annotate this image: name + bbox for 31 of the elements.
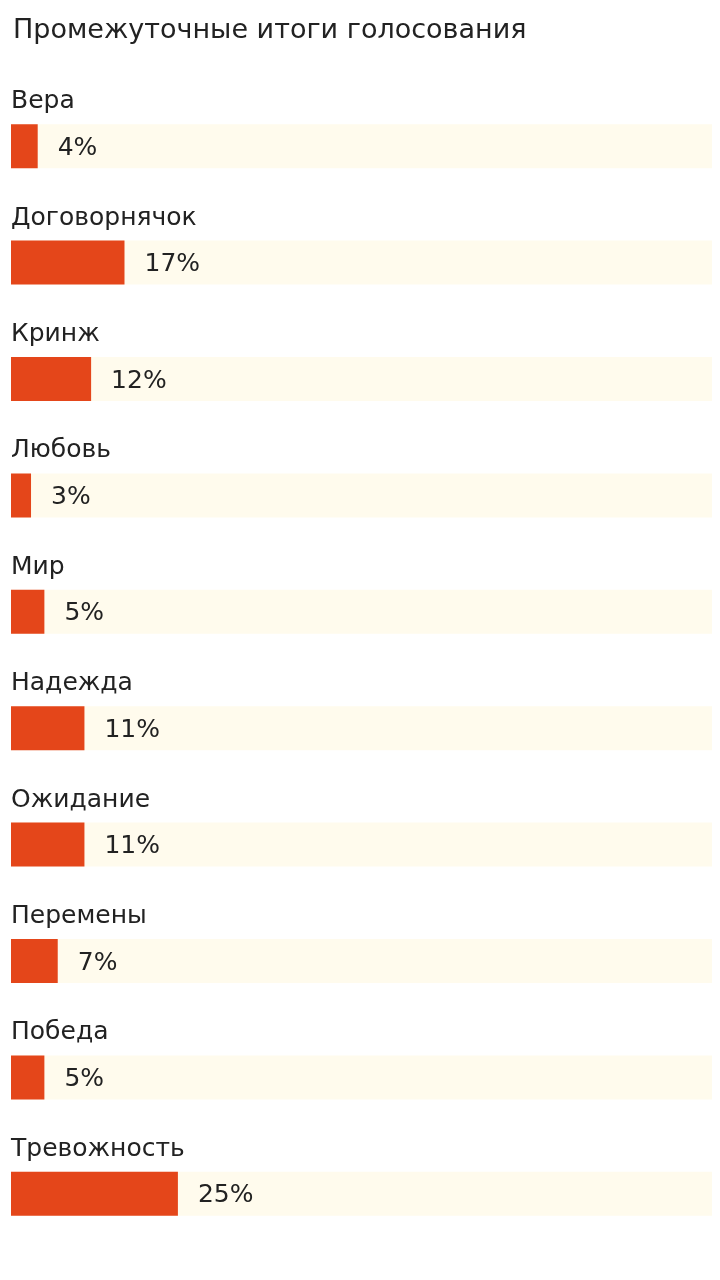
bar bbox=[11, 473, 32, 518]
y-tick-label: Кринж bbox=[11, 318, 100, 347]
y-tick-label: Мир bbox=[11, 550, 65, 580]
bar bbox=[11, 1055, 45, 1100]
bar bbox=[11, 124, 38, 169]
data-label: 5% bbox=[64, 1062, 105, 1092]
bar bbox=[11, 706, 85, 751]
y-tick-label: Перемены bbox=[11, 900, 147, 929]
y-tick-label: Тревожность bbox=[10, 1132, 185, 1162]
data-label: 5% bbox=[64, 597, 105, 627]
bar bbox=[11, 939, 58, 983]
bar bbox=[11, 822, 85, 867]
y-tick-label: Ожидание bbox=[11, 783, 151, 813]
data-label: 3% bbox=[51, 480, 91, 510]
bar bbox=[11, 1171, 178, 1216]
bar bbox=[11, 357, 92, 401]
data-label: 12% bbox=[111, 364, 167, 394]
data-label: 4% bbox=[57, 131, 98, 161]
data-label: 25% bbox=[197, 1179, 254, 1209]
data-label: 7% bbox=[77, 946, 118, 976]
data-label: 11% bbox=[104, 830, 161, 860]
bar bbox=[11, 240, 125, 285]
data-label: 17% bbox=[144, 248, 201, 278]
y-tick-label: Договорнячок bbox=[11, 201, 197, 231]
y-tick-label: Любовь bbox=[11, 434, 112, 464]
data-label: 11% bbox=[104, 713, 161, 743]
text: Промежуточные итоги голосования bbox=[13, 13, 527, 44]
y-tick-label: Надежда bbox=[11, 667, 133, 697]
y-tick-label: Победа bbox=[11, 1016, 109, 1046]
y-tick-label: Вера bbox=[11, 85, 75, 115]
bar bbox=[11, 589, 45, 634]
